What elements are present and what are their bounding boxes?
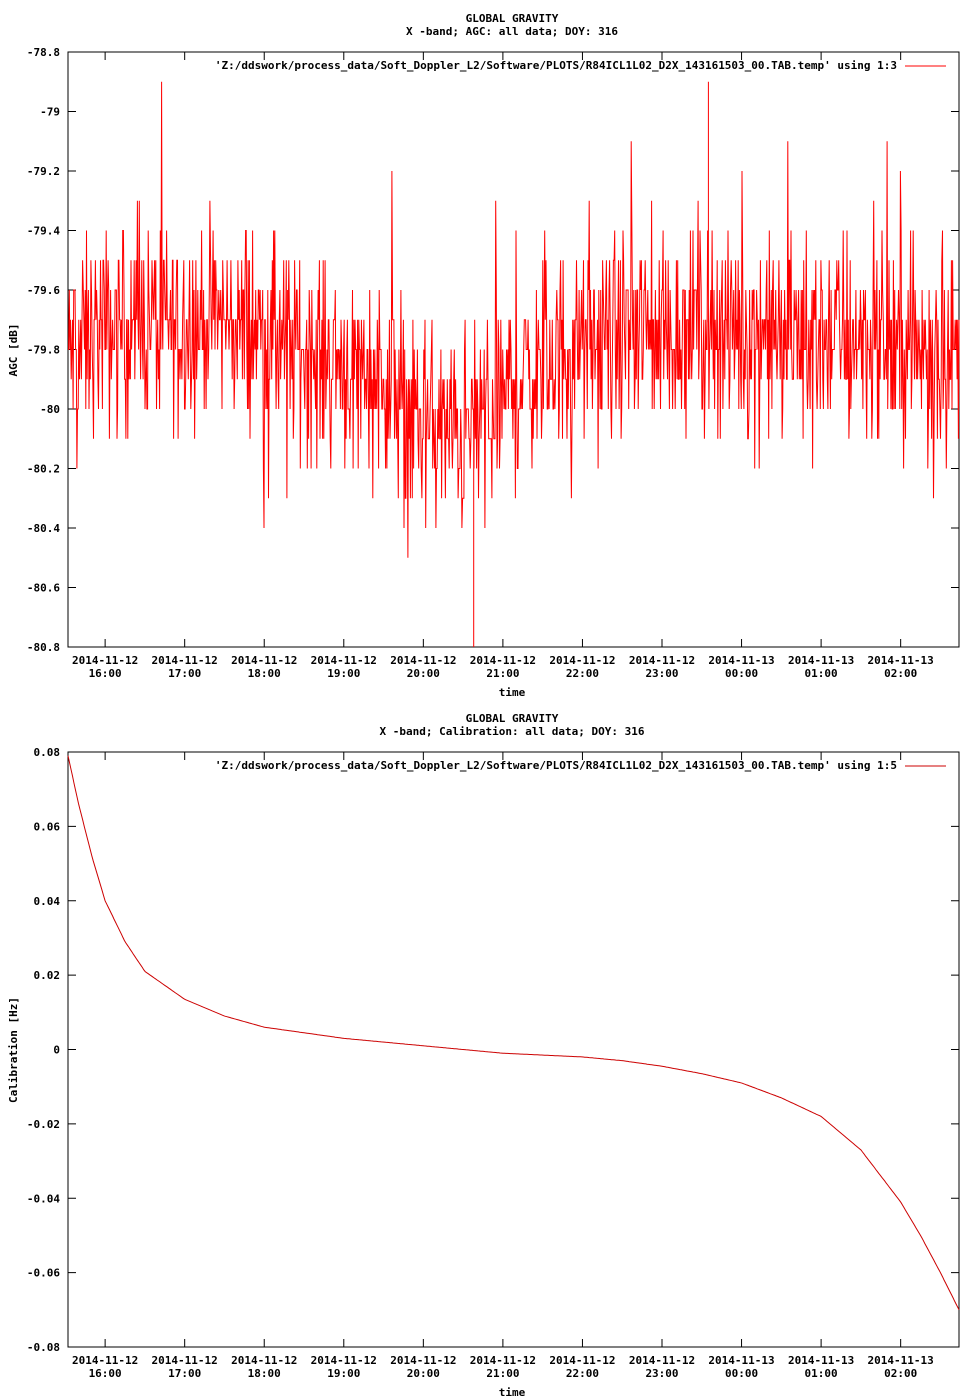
y-tick-label: -79 — [40, 106, 60, 119]
x-tick-label-time: 21:00 — [486, 667, 519, 680]
x-tick-label-time: 18:00 — [248, 1367, 281, 1380]
x-tick-label-time: 19:00 — [327, 1367, 360, 1380]
y-tick-label: -80 — [40, 403, 60, 416]
y-tick-label: -0.02 — [27, 1118, 60, 1131]
x-tick-label-time: 17:00 — [168, 1367, 201, 1380]
agc-chart-title: GLOBAL GRAVITY — [466, 12, 559, 25]
y-tick-label: 0 — [53, 1044, 60, 1057]
x-tick-label-time: 16:00 — [89, 667, 122, 680]
calibration-y-axis: 0.08 0.06 0.04 0.02 0 -0.02 -0.04 -0.06 -0.08 — [27, 746, 959, 1354]
x-tick-label-date: 2014-11-12 — [72, 654, 138, 667]
y-tick-label: -0.06 — [27, 1267, 60, 1280]
x-tick-label-time: 00:00 — [725, 667, 758, 680]
x-tick-label-date: 2014-11-13 — [868, 1354, 934, 1367]
agc-series-line — [68, 81, 960, 647]
y-tick-label: 0.04 — [34, 895, 61, 908]
x-tick-label-date: 2014-11-12 — [152, 654, 218, 667]
x-tick-label-time: 23:00 — [645, 667, 678, 680]
calibration-series-line — [67, 755, 960, 1311]
calibration-legend-label: 'Z:/ddswork/process_data/Soft_Doppler_L2… — [215, 759, 897, 772]
agc-legend-label: 'Z:/ddswork/process_data/Soft_Doppler_L2… — [215, 59, 897, 72]
agc-y-axis-label: AGC [dB] — [7, 324, 20, 377]
y-tick-label: 0.08 — [34, 746, 61, 759]
y-tick-label: -0.08 — [27, 1341, 60, 1354]
x-tick-label-date: 2014-11-13 — [788, 654, 854, 667]
calibration-chart-subtitle: X -band; Calibration: all data; DOY: 316 — [380, 725, 645, 738]
y-tick-label: -80.8 — [27, 641, 60, 654]
x-tick-label-date: 2014-11-12 — [549, 654, 615, 667]
y-tick-label: -80.2 — [27, 463, 60, 476]
y-tick-label: 0.06 — [34, 820, 61, 833]
x-tick-label-time: 21:00 — [486, 1367, 519, 1380]
x-tick-label-date: 2014-11-13 — [788, 1354, 854, 1367]
x-tick-label-date: 2014-11-13 — [868, 654, 934, 667]
x-tick-label-time: 22:00 — [566, 667, 599, 680]
calibration-y-axis-label: Calibration [Hz] — [7, 997, 20, 1103]
calibration-x-axis: 2014-11-1216:002014-11-1217:002014-11-12… — [72, 752, 934, 1380]
x-tick-label-time: 18:00 — [248, 667, 281, 680]
x-tick-label-date: 2014-11-12 — [629, 654, 695, 667]
x-tick-label-time: 01:00 — [805, 667, 838, 680]
x-tick-label-date: 2014-11-12 — [72, 1354, 138, 1367]
x-tick-label-time: 20:00 — [407, 1367, 440, 1380]
x-tick-label-date: 2014-11-12 — [231, 1354, 297, 1367]
x-tick-label-date: 2014-11-13 — [708, 654, 774, 667]
calibration-chart-title: GLOBAL GRAVITY — [466, 712, 559, 725]
x-tick-label-date: 2014-11-12 — [390, 1354, 456, 1367]
x-tick-label-date: 2014-11-12 — [549, 1354, 615, 1367]
x-tick-label-date: 2014-11-12 — [470, 654, 536, 667]
x-tick-label-time: 22:00 — [566, 1367, 599, 1380]
calibration-plot-frame — [67, 751, 960, 1348]
x-tick-label-time: 20:00 — [407, 667, 440, 680]
x-tick-label-date: 2014-11-13 — [708, 1354, 774, 1367]
agc-series — [68, 81, 960, 647]
x-tick-label-date: 2014-11-12 — [311, 654, 377, 667]
x-tick-label-time: 01:00 — [805, 1367, 838, 1380]
calibration-series — [67, 755, 960, 1311]
x-tick-label-time: 16:00 — [89, 1367, 122, 1380]
agc-chart-subtitle: X -band; AGC: all data; DOY: 316 — [406, 25, 618, 38]
x-tick-label-time: 02:00 — [884, 1367, 917, 1380]
x-tick-label-date: 2014-11-12 — [231, 654, 297, 667]
x-tick-label-time: 00:00 — [725, 1367, 758, 1380]
x-tick-label-time: 23:00 — [645, 1367, 678, 1380]
y-tick-label: -79.8 — [27, 344, 60, 357]
y-tick-label: -80.4 — [27, 522, 60, 535]
y-tick-label: -78.8 — [27, 46, 60, 59]
x-tick-label-date: 2014-11-12 — [390, 654, 456, 667]
y-tick-label: -79.4 — [27, 225, 60, 238]
y-tick-label: -79.6 — [27, 284, 60, 297]
y-tick-label: 0.02 — [34, 969, 61, 982]
x-tick-label-date: 2014-11-12 — [470, 1354, 536, 1367]
calibration-chart: GLOBAL GRAVITY X -band; Calibration: all… — [7, 712, 960, 1399]
x-tick-label-date: 2014-11-12 — [152, 1354, 218, 1367]
x-tick-label-time: 19:00 — [327, 667, 360, 680]
y-tick-label: -79.2 — [27, 165, 60, 178]
agc-chart: GLOBAL GRAVITY X -band; AGC: all data; D… — [7, 12, 960, 699]
agc-y-axis: -78.8 -79 -79.2 -79.4 -79.6 -79.8 -80 -80.2 -80.… — [27, 46, 959, 654]
calibration-x-axis-label: time — [499, 1386, 526, 1399]
x-tick-label-date: 2014-11-12 — [629, 1354, 695, 1367]
agc-x-axis-label: time — [499, 686, 526, 699]
y-tick-label: -80.6 — [27, 582, 60, 595]
agc-x-axis: 2014-11-1216:002014-11-1217:002014-11-12… — [72, 52, 934, 680]
y-tick-label: -0.04 — [27, 1192, 60, 1205]
x-tick-label-time: 17:00 — [168, 667, 201, 680]
x-tick-label-time: 02:00 — [884, 667, 917, 680]
x-tick-label-date: 2014-11-12 — [311, 1354, 377, 1367]
